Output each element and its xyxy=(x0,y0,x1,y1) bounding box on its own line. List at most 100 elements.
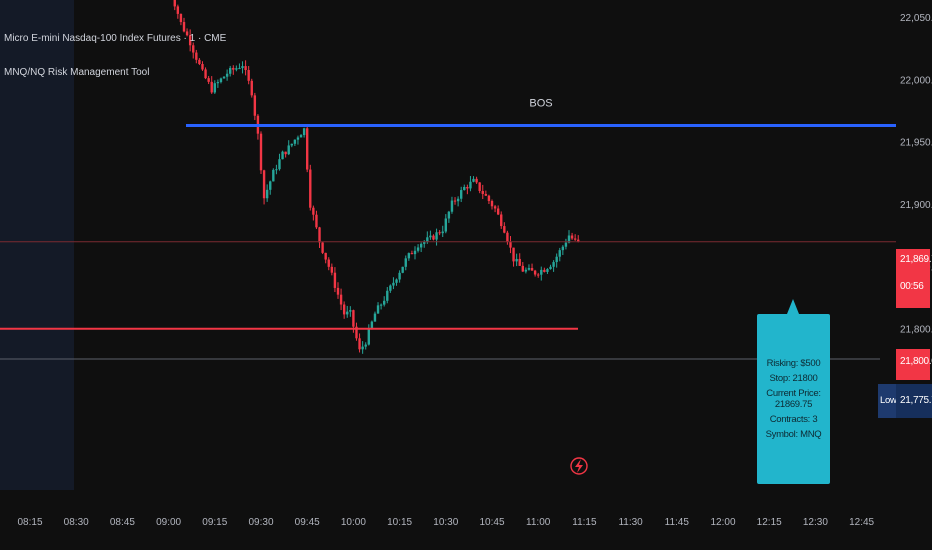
candle xyxy=(521,262,524,272)
x-tick-label: 11:15 xyxy=(572,517,597,528)
candle xyxy=(404,255,407,271)
indicator-name[interactable]: MNQ/NQ Risk Management Tool xyxy=(4,67,150,78)
candle xyxy=(173,0,176,11)
candle xyxy=(302,127,306,138)
candle xyxy=(216,79,220,88)
candle xyxy=(281,150,284,160)
candle xyxy=(552,260,555,272)
candle xyxy=(312,205,315,221)
lightning-icon[interactable] xyxy=(570,457,588,475)
candle xyxy=(466,184,469,195)
candle xyxy=(262,169,266,205)
y-tick-label: 22,050.00 xyxy=(900,13,932,24)
candle xyxy=(503,222,506,234)
candle xyxy=(518,253,521,266)
x-tick-label: 09:30 xyxy=(248,517,273,528)
candle xyxy=(567,230,571,244)
x-axis[interactable]: 08:15 08:30 08:45 09:00 09:15 09:30 09:45 10:00… xyxy=(17,517,874,528)
x-tick-label: 11:30 xyxy=(618,517,643,528)
candle xyxy=(527,264,531,271)
candle xyxy=(410,250,414,255)
candle xyxy=(201,61,204,71)
candle xyxy=(232,65,235,75)
candle xyxy=(419,242,423,253)
candle xyxy=(546,268,549,275)
candle xyxy=(318,226,321,248)
bos-label: BOS xyxy=(529,97,552,109)
candle xyxy=(484,190,488,197)
candle xyxy=(490,199,494,210)
candle xyxy=(272,168,275,182)
candle xyxy=(355,322,358,341)
candle xyxy=(198,58,201,66)
candle xyxy=(204,67,207,80)
x-tick-label: 12:15 xyxy=(757,517,782,528)
current-price-value: 21,869.75 xyxy=(900,254,932,265)
candle xyxy=(506,230,509,245)
candle xyxy=(210,76,213,94)
x-tick-label: 09:15 xyxy=(202,517,227,528)
candle xyxy=(324,252,327,264)
risking-text: Risking: $500 xyxy=(766,358,821,369)
candle xyxy=(392,277,395,290)
candle xyxy=(379,303,383,310)
candle xyxy=(438,230,441,236)
candle xyxy=(315,210,318,230)
candle xyxy=(339,288,343,311)
candle xyxy=(573,234,577,241)
stop-price-value: 21,800.00 xyxy=(900,356,932,367)
candle xyxy=(247,66,250,85)
candle xyxy=(284,151,287,158)
candle xyxy=(244,60,247,76)
candle xyxy=(346,305,349,318)
candle xyxy=(416,244,420,253)
candle xyxy=(456,196,460,207)
x-tick-label: 12:30 xyxy=(803,517,828,528)
chart-title: Micro E-mini Nasdaq-100 Index Futures · … xyxy=(4,33,227,44)
candle xyxy=(235,65,238,72)
candle xyxy=(287,140,290,156)
candle xyxy=(432,234,435,241)
candle xyxy=(389,284,392,293)
x-tick-label: 08:45 xyxy=(110,517,135,528)
candle xyxy=(336,282,340,299)
candle xyxy=(469,176,472,192)
candle xyxy=(330,263,334,276)
candle xyxy=(577,235,580,243)
candle xyxy=(373,311,377,322)
x-tick-label: 10:30 xyxy=(433,517,458,528)
symbol-text: Symbol: MNQ xyxy=(765,429,822,440)
candle xyxy=(358,333,361,353)
candle xyxy=(306,125,309,173)
candle xyxy=(333,267,337,293)
candle xyxy=(549,264,552,270)
candle xyxy=(376,302,380,314)
candle xyxy=(195,49,198,64)
candle xyxy=(533,269,537,277)
candle xyxy=(383,296,386,307)
low-price-value: 21,775.75 xyxy=(900,395,932,406)
candle xyxy=(401,266,404,274)
candle xyxy=(500,211,503,229)
candle xyxy=(435,228,438,246)
candle xyxy=(413,246,417,260)
y-tick-label: 22,000.00 xyxy=(900,75,932,86)
candle xyxy=(250,78,253,98)
candle xyxy=(453,197,457,205)
x-tick-label: 12:45 xyxy=(849,517,874,528)
candle xyxy=(441,225,444,238)
candle xyxy=(463,184,466,191)
current-price-text: Current Price: 21869.75 xyxy=(766,388,821,410)
candles-layer xyxy=(173,0,580,354)
candle xyxy=(558,247,561,262)
y-axis[interactable]: 21,750.0021,800.0021,850.0021,900.0021,9… xyxy=(900,13,932,398)
candle xyxy=(188,29,192,52)
candle xyxy=(450,196,454,214)
candle xyxy=(398,270,401,283)
candle xyxy=(176,4,180,19)
candle xyxy=(241,61,244,74)
candle xyxy=(475,176,478,184)
candle xyxy=(269,180,272,195)
candle xyxy=(321,242,324,255)
